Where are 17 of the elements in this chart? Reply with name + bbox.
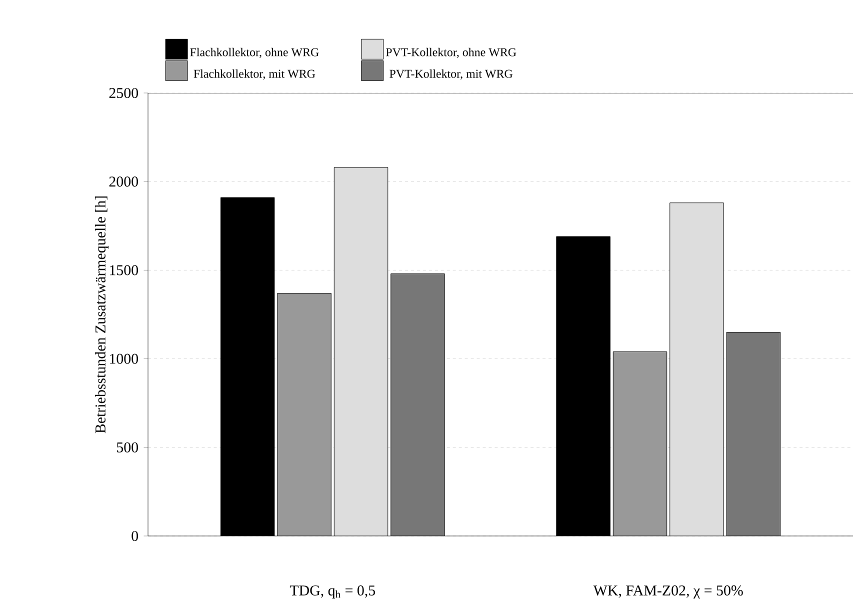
legend-label: PVT-Kollektor, ohne WRG: [386, 48, 516, 58]
y-tick-label: 1500: [110, 265, 138, 276]
y-tick-label: 500: [117, 442, 138, 452]
legend-label: PVT-Kollektor, mit WRG: [390, 69, 513, 80]
bar: [334, 167, 388, 536]
legend-label: Flachkollektor, mit WRG: [194, 69, 316, 80]
y-tick-label: 1000: [110, 354, 138, 364]
y-tick-label: 2500: [109, 88, 138, 98]
x-tick-label: WK, FAM-Z02, χ = 50%: [593, 585, 743, 599]
y-tick-label: 2000: [109, 176, 138, 187]
x-tick-label: TDG, q$_{h}$ = 0,5: [290, 585, 376, 599]
bar: [277, 292, 332, 536]
y-axis-title: Betriebsstunden Zusatzwärmequelle [h]: [94, 196, 109, 434]
y-tick-label: 0: [132, 530, 138, 542]
legend-label: Flachkollektor, ohne WRG: [190, 48, 319, 58]
bar: [612, 351, 668, 536]
bar: [670, 202, 724, 536]
